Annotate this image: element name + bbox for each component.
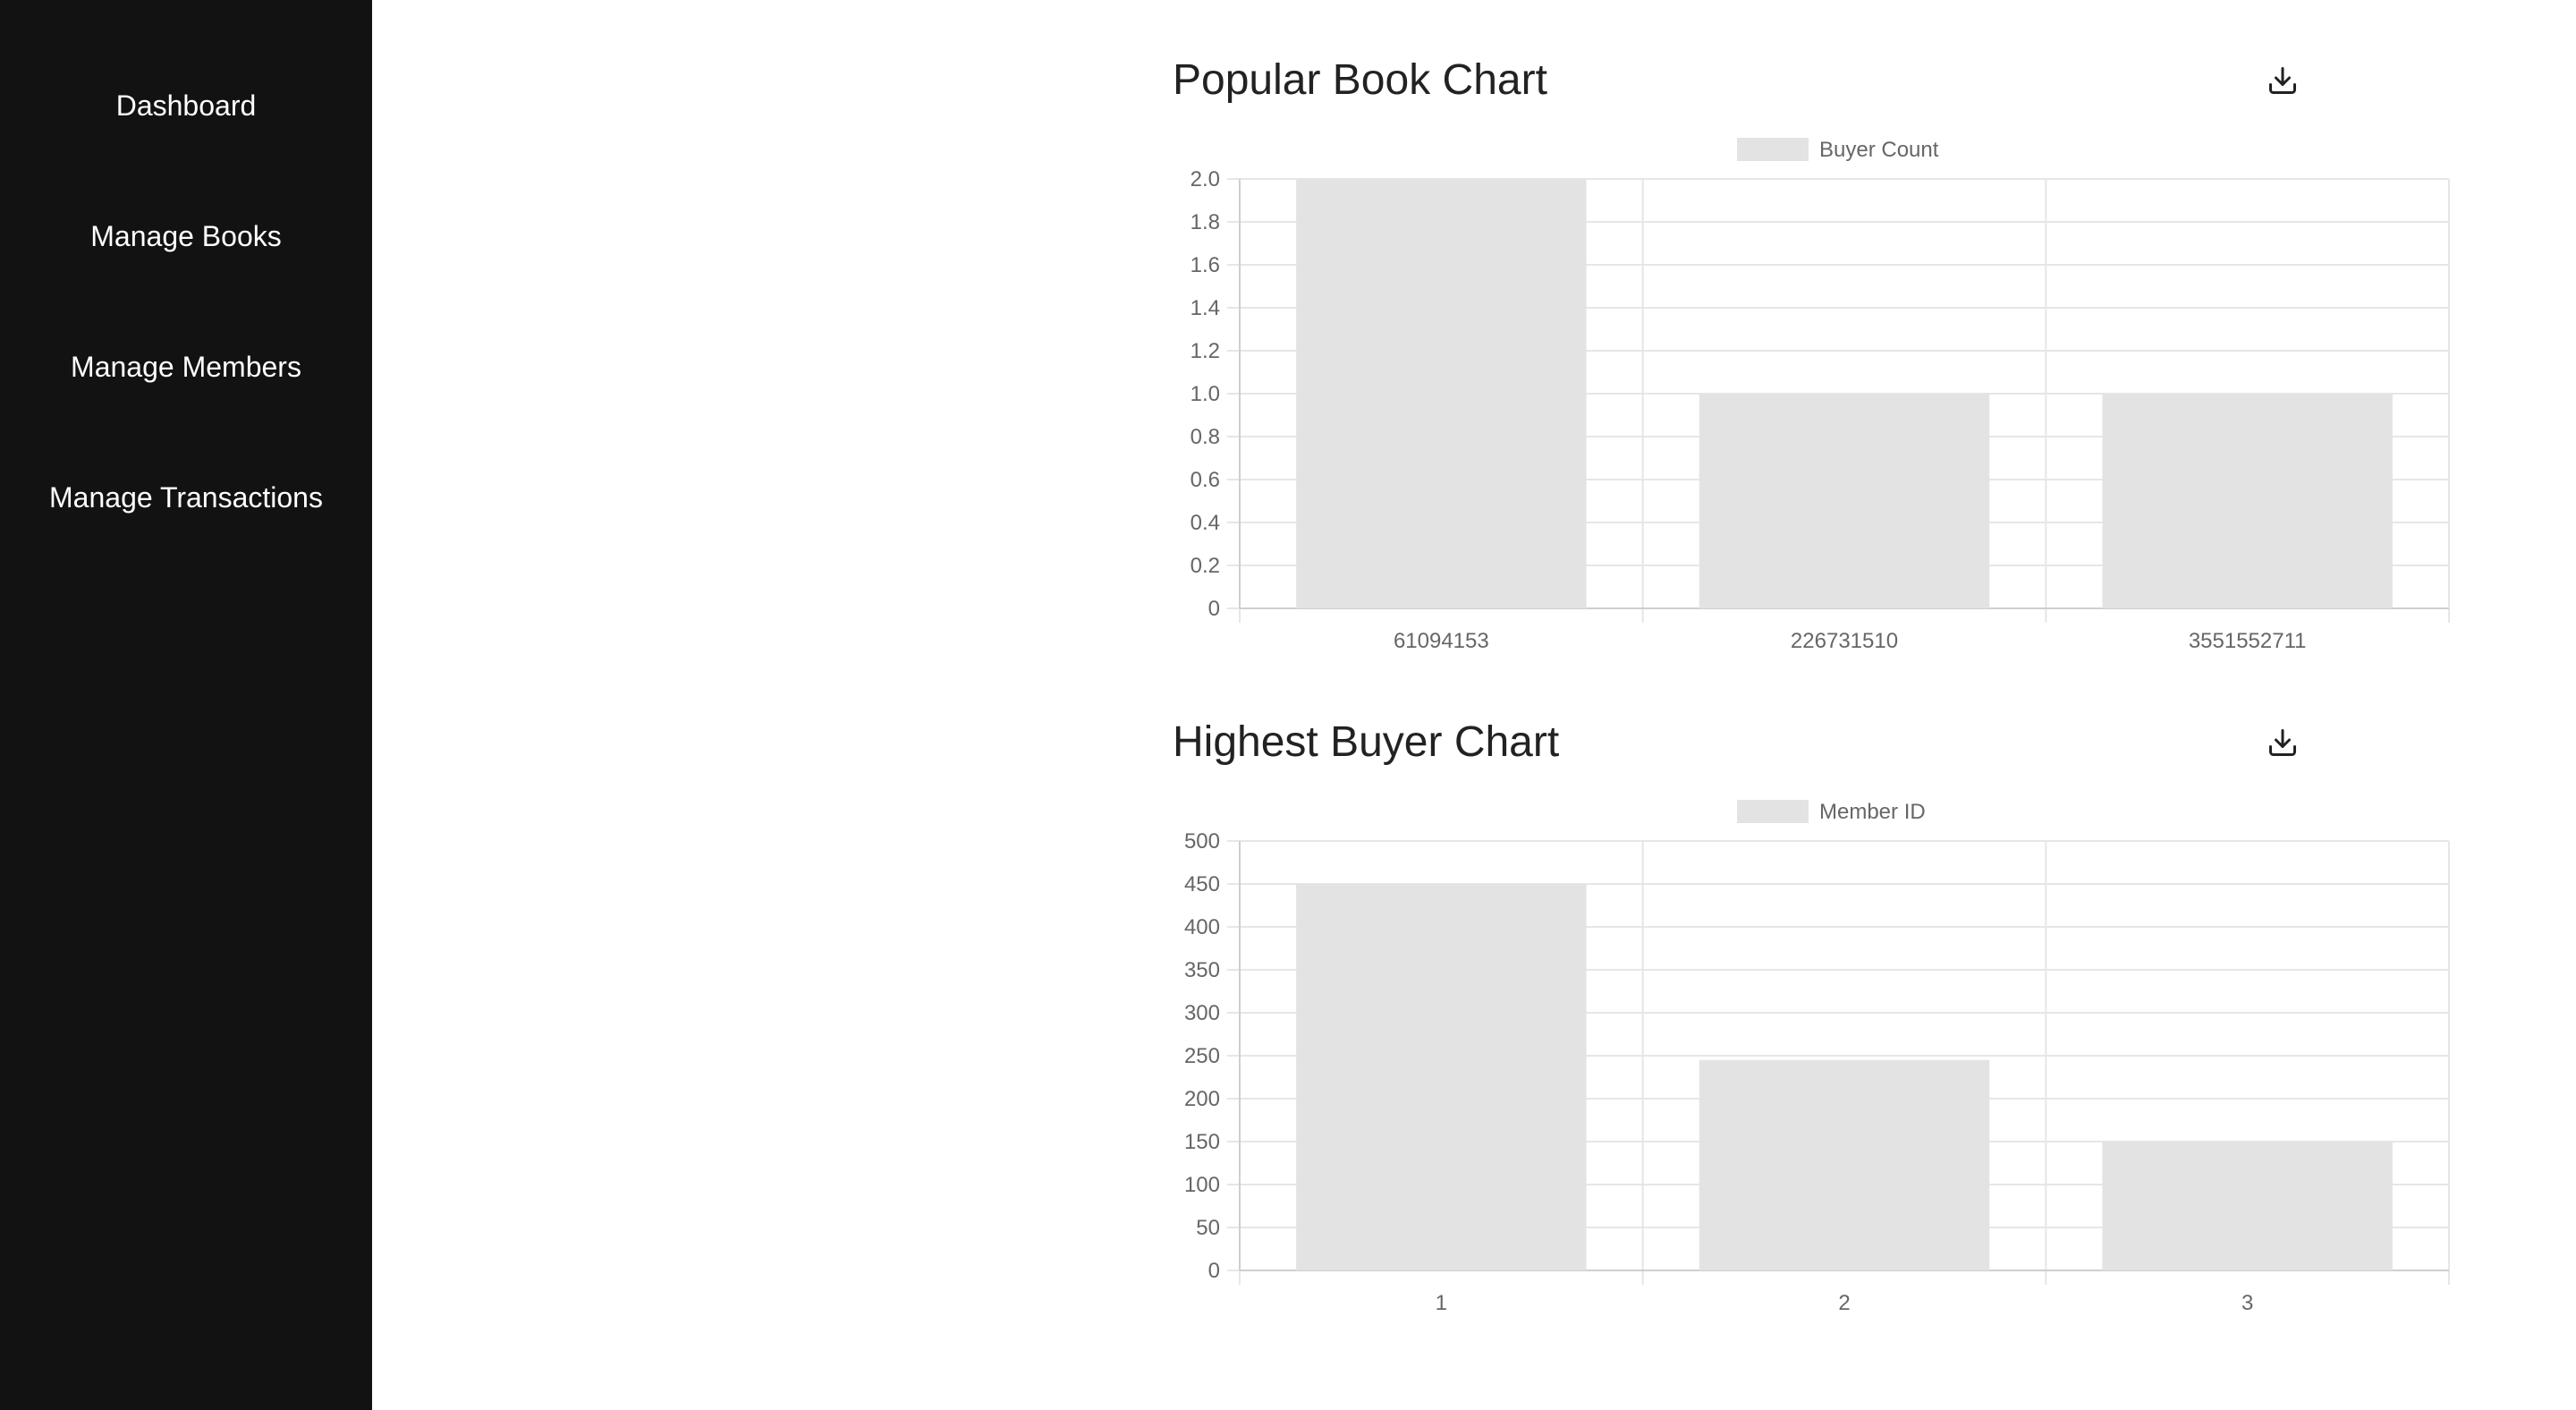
legend-swatch <box>1737 138 1809 161</box>
download-button[interactable] <box>2259 719 2306 766</box>
bar-3551552711[interactable] <box>2102 394 2393 608</box>
sidebar-item-manage-members[interactable]: Manage Members <box>71 351 301 383</box>
y-tick-label: 150 <box>1184 1130 1220 1154</box>
y-tick-label: 1.8 <box>1191 210 1220 234</box>
chart-title: Popular Book Chart <box>1173 56 1547 104</box>
legend-swatch <box>1737 800 1809 823</box>
download-icon <box>2269 67 2296 94</box>
y-tick-label: 2.0 <box>1191 167 1220 191</box>
y-tick-label: 350 <box>1184 958 1220 982</box>
bar-226731510[interactable] <box>1699 394 1990 608</box>
y-tick-label: 0 <box>1208 1259 1220 1283</box>
y-tick-label: 1.6 <box>1191 253 1220 277</box>
x-tick-label: 226731510 <box>1791 629 1898 653</box>
x-tick-label: 3 <box>2241 1291 2253 1315</box>
y-tick-label: 200 <box>1184 1087 1220 1111</box>
chart-title: Highest Buyer Chart <box>1173 718 1560 766</box>
x-tick-label: 1 <box>1436 1291 1447 1315</box>
y-tick-label: 0 <box>1208 597 1220 621</box>
y-tick-label: 1.2 <box>1191 339 1220 363</box>
legend-label: Member ID <box>1819 800 1926 824</box>
bar-3[interactable] <box>2102 1142 2393 1270</box>
legend[interactable]: Member ID <box>1737 800 1926 824</box>
y-tick-label: 400 <box>1184 915 1220 939</box>
y-tick-label: 450 <box>1184 872 1220 896</box>
y-tick-label: 0.8 <box>1191 425 1220 449</box>
y-tick-label: 250 <box>1184 1044 1220 1068</box>
sidebar-item-dashboard[interactable]: Dashboard <box>115 89 257 122</box>
legend-label: Buyer Count <box>1819 138 1939 162</box>
sidebar: Dashboard Manage Books Manage Members Ma… <box>0 0 372 1410</box>
y-tick-label: 1.4 <box>1191 296 1220 320</box>
bar-61094153[interactable] <box>1296 179 1587 608</box>
y-tick-label: 100 <box>1184 1173 1220 1197</box>
main-content: Popular Book Chart Buyer Count 0 0.2 0.4 0.6… <box>372 0 2576 1410</box>
y-tick-label: 0.6 <box>1191 468 1220 492</box>
y-tick-label: 1.0 <box>1191 382 1220 406</box>
y-tick-label: 50 <box>1196 1216 1220 1240</box>
sidebar-item-manage-books[interactable]: Manage Books <box>90 220 282 252</box>
y-tick-label: 0.4 <box>1191 511 1220 535</box>
x-tick-label: 3551552711 <box>2189 629 2307 653</box>
y-tick-label: 500 <box>1184 829 1220 854</box>
sidebar-item-manage-transactions[interactable]: Manage Transactions <box>49 481 323 514</box>
y-tick-label: 300 <box>1184 1001 1220 1025</box>
legend[interactable]: Buyer Count <box>1737 138 1939 162</box>
y-tick-label: 0.2 <box>1191 554 1220 578</box>
x-tick-label: 61094153 <box>1394 629 1489 653</box>
highest-buyer-bar-chart: Member ID 0 50 100 150 200 250 300 350 400 450 500 1… <box>1184 800 2450 1315</box>
bar-2[interactable] <box>1699 1059 1990 1270</box>
x-tick-label: 2 <box>1838 1291 1850 1315</box>
bar-1[interactable] <box>1296 884 1587 1270</box>
download-icon <box>2269 729 2296 756</box>
popular-book-bar-chart: Buyer Count 0 0.2 0.4 0.6 0.8 1.0 1.2 1.4 1.6 1.8 2… <box>1191 138 2450 653</box>
download-button[interactable] <box>2259 57 2306 104</box>
